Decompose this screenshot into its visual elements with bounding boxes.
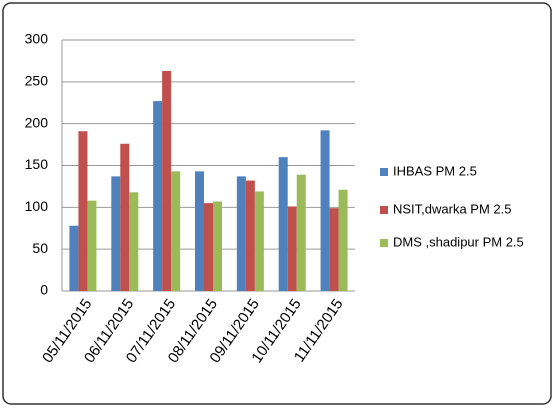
bar	[195, 171, 204, 291]
y-tick-label: 300	[25, 31, 49, 47]
bar	[69, 225, 79, 291]
bar	[278, 157, 288, 291]
bar	[153, 101, 163, 292]
bar	[236, 176, 246, 291]
y-tick-label: 200	[25, 114, 49, 130]
y-tick-label: 250	[25, 73, 49, 89]
bar	[296, 174, 306, 291]
bar	[338, 189, 348, 291]
legend-label: NSIT,dwarka PM 2.5	[393, 201, 512, 216]
y-tick-label: 100	[25, 198, 49, 214]
bar	[129, 192, 139, 291]
legend-label: DMS ,shadipur PM 2.5	[393, 234, 524, 249]
bar	[329, 208, 339, 291]
bar	[171, 171, 181, 291]
bar	[204, 203, 213, 291]
bar	[120, 143, 130, 291]
bar	[254, 191, 264, 291]
bar	[245, 180, 255, 291]
chart-frame	[2, 2, 552, 405]
bar	[87, 200, 97, 291]
legend-swatch	[380, 206, 388, 214]
legend-label: IHBAS PM 2.5	[393, 163, 477, 178]
bar	[287, 206, 297, 291]
bar	[78, 131, 88, 291]
y-tick-label: 0	[40, 282, 48, 298]
y-tick-label: 50	[32, 240, 48, 256]
bar	[111, 176, 121, 291]
bar	[213, 201, 222, 291]
legend-swatch	[380, 239, 388, 247]
y-tick-label: 150	[25, 156, 49, 172]
legend-swatch	[380, 168, 388, 176]
bar	[162, 70, 172, 291]
bar	[320, 130, 330, 291]
